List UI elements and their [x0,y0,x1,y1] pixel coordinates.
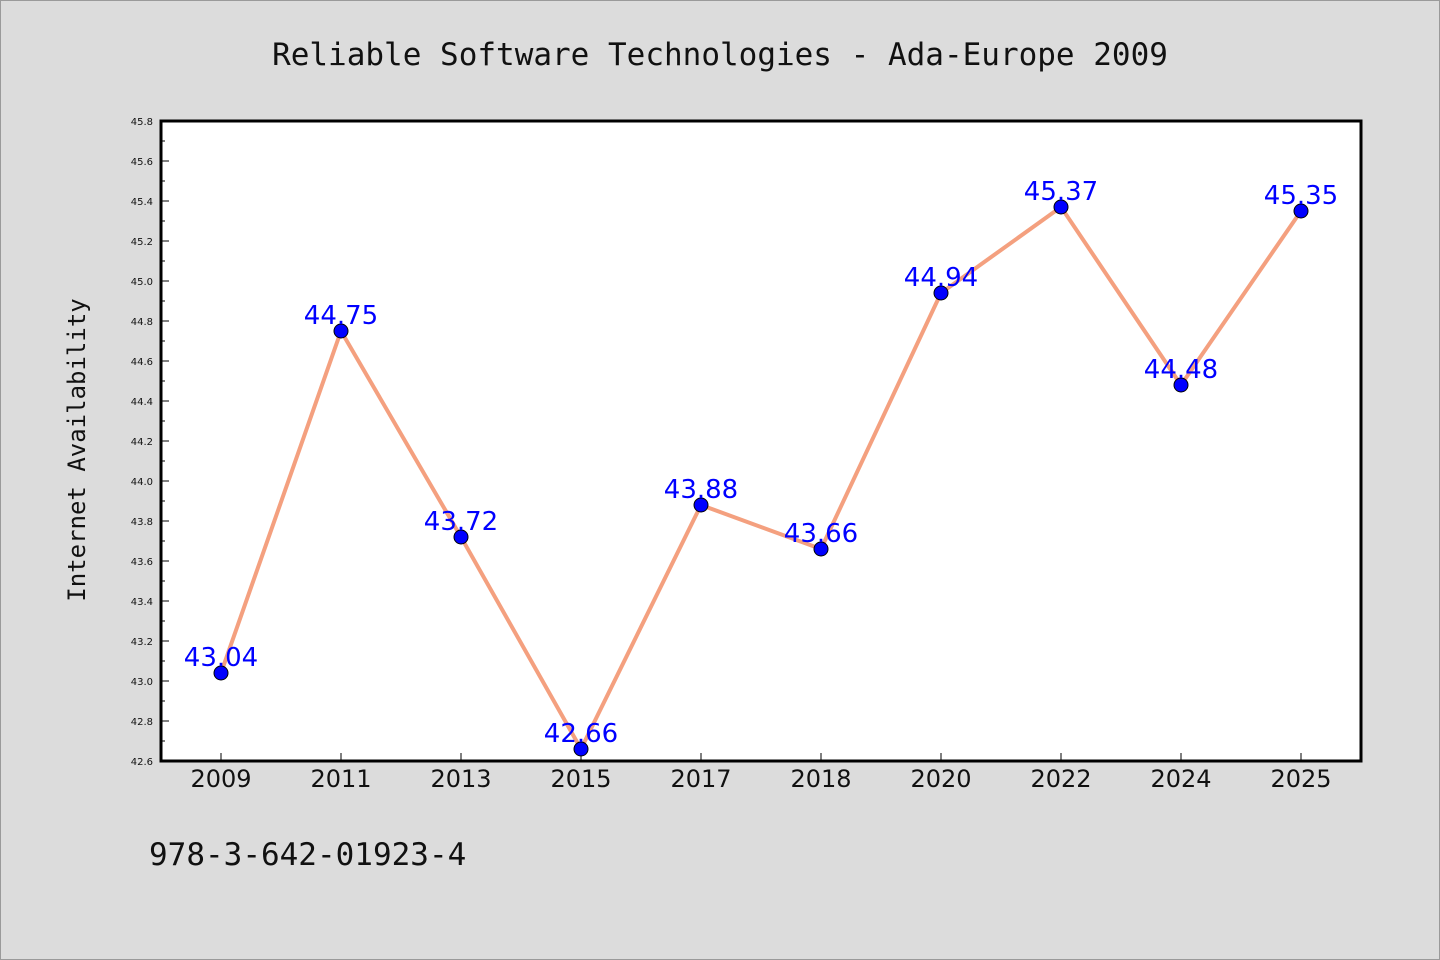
chart-title: Reliable Software Technologies - Ada-Eur… [272,37,1168,73]
x-tick-label: 2018 [790,765,851,793]
data-point [1053,199,1069,215]
y-axis: 42.6 42.8 43.0 43.2 43.4 43.6 43.8 44.0 44.2 44.4… [131,117,169,768]
data-point [933,285,949,301]
data-label: 45.35 [1264,181,1338,211]
y-tick-label: 45.6 [131,157,153,168]
x-tick-label: 2013 [430,765,491,793]
data-label: 44.94 [904,263,978,293]
y-tick-label: 44.8 [131,317,153,328]
data-point [1293,203,1309,219]
x-tick-label: 2024 [1150,765,1211,793]
x-tick-label: 2009 [190,765,251,793]
y-tick-label: 45.4 [131,197,153,208]
x-tick-label: 2022 [1030,765,1091,793]
y-tick-label: 44.2 [131,437,153,448]
y-tick-label: 42.8 [131,717,153,728]
data-point [813,541,829,557]
x-tick-label: 2015 [550,765,611,793]
y-tick-label: 44.4 [131,397,153,408]
footer-isbn: 978-3-642-01923-4 [149,837,466,873]
data-point [573,741,589,757]
data-label: 43.72 [424,507,498,537]
data-point [213,665,229,681]
data-label: 44.48 [1144,355,1218,385]
series-layer [213,199,1309,757]
y-tick-label: 43.6 [131,557,153,568]
data-label: 43.04 [184,643,258,673]
data-label: 42.66 [544,719,618,749]
y-tick-label: 45.8 [131,117,153,128]
series-line [219,205,1303,751]
y-tick-label: 45.0 [131,277,153,288]
data-point [693,497,709,513]
data-label: 44.75 [304,301,378,331]
data-label: 45.37 [1024,177,1098,207]
data-label: 43.88 [664,475,738,505]
data-label: 43.66 [784,519,858,549]
x-tick-label: 2017 [670,765,731,793]
data-label-layer: 43.04 44.75 43.72 42.66 43.88 43.66 44.94 45.37… [184,177,1338,749]
y-tick-label: 42.6 [131,757,153,768]
y-axis-label: Internet Availability [63,298,91,601]
plot-area [159,119,1363,763]
y-tick-label: 45.2 [131,237,153,248]
x-axis: 2009 2011 2013 2015 2017 2018 2020 2022 2024 2025 [190,753,1332,793]
y-tick-label: 43.2 [131,637,153,648]
x-tick-label: 2025 [1270,765,1331,793]
x-tick-label: 2011 [310,765,371,793]
y-tick-label: 43.0 [131,677,153,688]
y-tick-label: 44.0 [131,477,153,488]
y-tick-label: 43.8 [131,517,153,528]
data-point [1173,377,1189,393]
data-point [333,323,349,339]
y-tick-label: 43.4 [131,597,153,608]
x-tick-label: 2020 [910,765,971,793]
y-tick-label: 44.6 [131,357,153,368]
data-point [453,529,469,545]
